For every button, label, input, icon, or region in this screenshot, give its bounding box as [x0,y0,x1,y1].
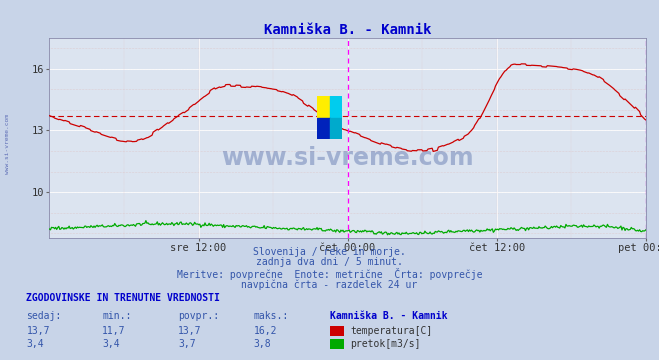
Bar [317,118,330,139]
Text: 3,4: 3,4 [102,339,120,349]
Text: sedaj:: sedaj: [26,311,61,321]
Text: www.si-vreme.com: www.si-vreme.com [5,114,11,174]
Text: Meritve: povprečne  Enote: metrične  Črta: povprečje: Meritve: povprečne Enote: metrične Črta:… [177,268,482,280]
Text: povpr.:: povpr.: [178,311,219,321]
Text: navpična črta - razdelek 24 ur: navpična črta - razdelek 24 ur [241,279,418,289]
Text: 3,7: 3,7 [178,339,196,349]
Text: ZGODOVINSKE IN TRENUTNE VREDNOSTI: ZGODOVINSKE IN TRENUTNE VREDNOSTI [26,293,220,303]
Bar [330,96,342,118]
Text: 13,7: 13,7 [26,326,50,336]
Text: www.si-vreme.com: www.si-vreme.com [221,146,474,170]
Text: 11,7: 11,7 [102,326,126,336]
Text: 13,7: 13,7 [178,326,202,336]
Title: Kamniška B. - Kamnik: Kamniška B. - Kamnik [264,23,432,37]
Text: 16,2: 16,2 [254,326,277,336]
Bar [317,96,330,118]
Text: pretok[m3/s]: pretok[m3/s] [351,339,421,349]
Text: 3,4: 3,4 [26,339,44,349]
Text: 3,8: 3,8 [254,339,272,349]
Text: maks.:: maks.: [254,311,289,321]
Text: min.:: min.: [102,311,132,321]
Bar [330,118,342,139]
Text: zadnja dva dni / 5 minut.: zadnja dva dni / 5 minut. [256,257,403,267]
Text: temperatura[C]: temperatura[C] [351,326,433,336]
Text: Slovenija / reke in morje.: Slovenija / reke in morje. [253,247,406,257]
Text: Kamniška B. - Kamnik: Kamniška B. - Kamnik [330,311,447,321]
